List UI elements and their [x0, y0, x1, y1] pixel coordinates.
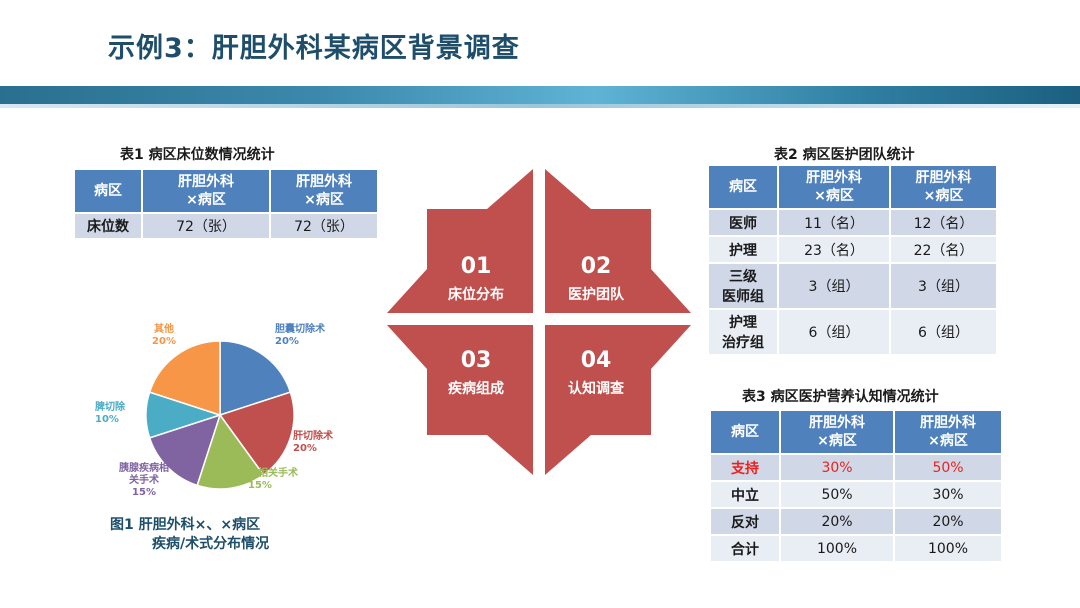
table3-cell: 30%	[781, 455, 893, 480]
table2-row-label: 护理 治疗组	[709, 310, 777, 354]
table2-cell: 12（名）	[891, 210, 996, 235]
table2-cell: 22（名）	[891, 237, 996, 262]
table3-cell: 20%	[895, 509, 1001, 534]
table-header-row: 病区 肝胆外科 ×病区 肝胆外科 ×病区	[709, 166, 996, 208]
table1-caption: 表1 病区床位数情况统计	[120, 147, 275, 163]
quadrant-01-shape[interactable]	[387, 169, 533, 313]
table3: 病区 肝胆外科 ×病区 肝胆外科 ×病区 支持 30% 50% 中立 50% 30% 反对 20% 20…	[709, 409, 1003, 563]
table3-header-2: 肝胆外科 ×病区	[895, 411, 1001, 453]
table1-header-0: 病区	[75, 170, 141, 212]
table-row: 反对 20% 20%	[711, 509, 1001, 534]
table-row: 床位数 72（张） 72（张）	[75, 214, 377, 238]
quadrant-04-shape[interactable]	[545, 325, 691, 475]
table3-header-0: 病区	[711, 411, 779, 453]
pie-slice	[219, 340, 292, 417]
quadrant-03-number: 03	[461, 348, 492, 373]
pie-slice	[196, 413, 265, 490]
quadrant-02-label: 医护团队	[568, 286, 625, 303]
table3-cell: 100%	[781, 536, 893, 561]
table3-cell: 50%	[781, 482, 893, 507]
table1-header-1: 肝胆外科 ×病区	[143, 170, 269, 212]
pie-slice-label: 胰腺疾病相关手术 15%	[119, 461, 169, 498]
table2-header-2: 肝胆外科 ×病区	[891, 166, 996, 208]
table2-cell: 23（名）	[779, 237, 889, 262]
table-row: 中立 50% 30%	[711, 482, 1001, 507]
table2-cell: 11（名）	[779, 210, 889, 235]
quadrant-04-number: 04	[581, 348, 612, 373]
table-row: 支持 30% 50%	[711, 455, 1001, 480]
quadrant-03-label: 疾病组成	[448, 380, 504, 397]
table-row: 医师 11（名） 12（名）	[709, 210, 996, 235]
table3-row-label: 反对	[711, 509, 779, 534]
table2-row-label: 医师	[709, 210, 777, 235]
figure-caption-line-2: 疾病/术式分布情况	[152, 536, 270, 552]
figure-caption-line-1: 图1 肝胆外科×、×病区	[110, 517, 261, 533]
table2-cell: 3（组）	[779, 264, 889, 308]
table2-header-1: 肝胆外科 ×病区	[779, 166, 889, 208]
pie-slice-label: 肝切除术 20%	[293, 429, 333, 454]
quadrant-01-label: 床位分布	[448, 286, 504, 303]
table-row: 合计 100% 100%	[711, 536, 1001, 561]
table2-caption: 表2 病区医护团队统计	[774, 147, 915, 163]
quadrant-03-shape[interactable]	[387, 325, 533, 475]
table2: 病区 肝胆外科 ×病区 肝胆外科 ×病区 医师 11（名） 12（名） 护理 23（名） 22（名…	[707, 164, 998, 356]
table-row: 三级 医师组 3（组） 3（组）	[709, 264, 996, 308]
quadrant-04-label: 认知调查	[568, 380, 625, 397]
header-divider	[0, 104, 1080, 108]
slide-title: 示例3：肝胆外科某病区背景调查	[108, 33, 520, 64]
pie-slice-label: 胃相关手术 15%	[248, 466, 298, 491]
figure-caption: 图1 肝胆外科×、×病区 疾病/术式分布情况	[110, 516, 269, 554]
table3-row-label: 中立	[711, 482, 779, 507]
table3-cell: 50%	[895, 455, 1001, 480]
table2-row-label: 护理	[709, 237, 777, 262]
table1-row-label: 床位数	[75, 214, 141, 238]
table1-header-2: 肝胆外科 ×病区	[271, 170, 377, 212]
header-band	[0, 86, 1080, 104]
pie-slice	[218, 391, 295, 476]
quadrant-diagram: 01 床位分布 02 医护团队 03 疾病组成 04 认知调查	[387, 169, 691, 475]
table-row: 护理 23（名） 22（名）	[709, 237, 996, 262]
quadrant-01-number: 01	[461, 254, 492, 279]
quadrant-02-shape[interactable]	[545, 169, 691, 313]
pie-slice	[148, 340, 221, 417]
table3-row-label: 合计	[711, 536, 779, 561]
pie-slice-label: 其他 20%	[152, 322, 176, 347]
table1-cell: 72（张）	[143, 214, 269, 238]
table2-cell: 6（组）	[891, 310, 996, 354]
pie-chart: 胆囊切除术 20% 肝切除术 20% 胃相关手术 15% 胰腺疾病相关手术 15% 脾切除 10%…	[95, 322, 333, 498]
table-header-row: 病区 肝胆外科 ×病区 肝胆外科 ×病区	[711, 411, 1001, 453]
table3-caption: 表3 病区医护营养认知情况统计	[742, 389, 939, 405]
table-row: 护理 治疗组 6（组） 6（组）	[709, 310, 996, 354]
pie-slice-label: 脾切除 10%	[95, 400, 126, 425]
table2-row-label: 三级 医师组	[709, 264, 777, 308]
table3-row-label: 支持	[711, 455, 779, 480]
table2-cell: 6（组）	[779, 310, 889, 354]
table3-header-1: 肝胆外科 ×病区	[781, 411, 893, 453]
table1: 病区 肝胆外科 ×病区 肝胆外科 ×病区 床位数 72（张） 72（张）	[73, 168, 379, 240]
table1-cell: 72（张）	[271, 214, 377, 238]
table3-cell: 30%	[895, 482, 1001, 507]
table3-cell: 20%	[781, 509, 893, 534]
table3-cell: 100%	[895, 536, 1001, 561]
quadrant-02-number: 02	[581, 254, 612, 279]
pie-slice-label: 胆囊切除术 20%	[275, 322, 325, 347]
table-header-row: 病区 肝胆外科 ×病区 肝胆外科 ×病区	[75, 170, 377, 212]
table2-header-0: 病区	[709, 166, 777, 208]
table2-cell: 3（组）	[891, 264, 996, 308]
